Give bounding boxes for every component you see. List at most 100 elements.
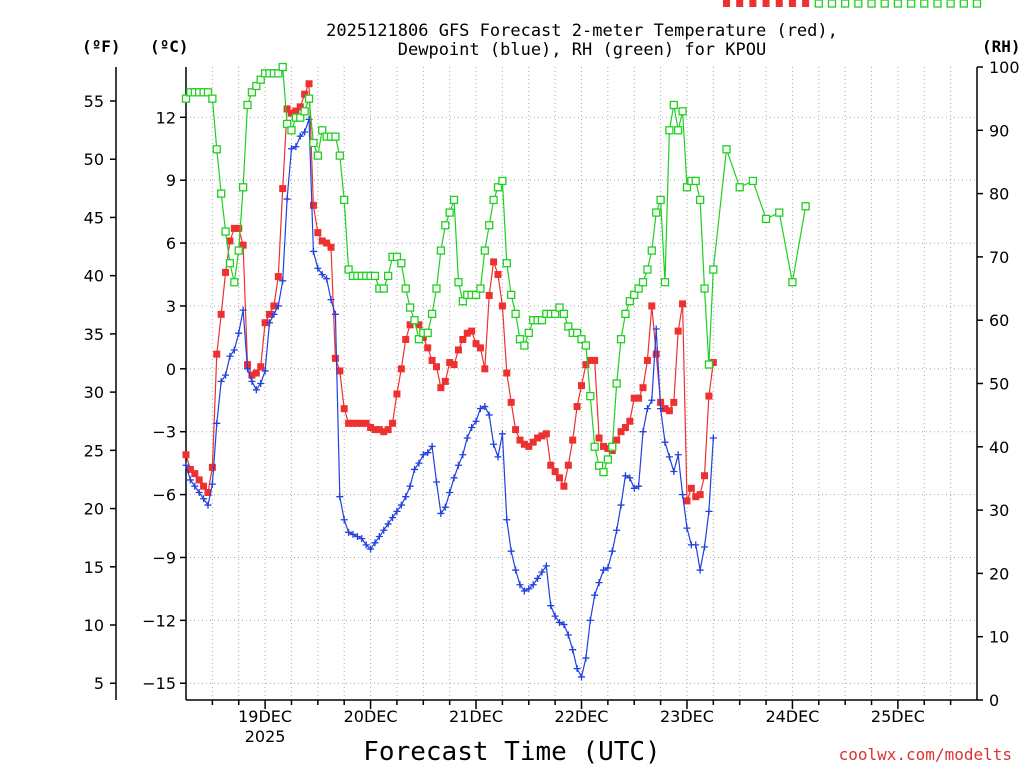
- dewpoint-point: [446, 488, 454, 496]
- title-line-1: 2025121806 GFS Forecast 2-meter Temperat…: [326, 21, 838, 41]
- temperature-point: [468, 327, 476, 335]
- temperature-point: [723, 0, 731, 7]
- rh-point: [480, 246, 489, 255]
- rh-point: [761, 214, 771, 224]
- dewpoint-point: [564, 631, 572, 639]
- temperature-point: [560, 482, 568, 490]
- rh-point: [217, 189, 226, 198]
- rh-point: [594, 461, 604, 470]
- temperature-point: [345, 419, 353, 427]
- rh-tick-label: 50: [989, 375, 1009, 394]
- temperature-point: [617, 428, 625, 436]
- rh-point: [854, 0, 863, 8]
- temperature-point: [525, 442, 533, 450]
- temperature-point: [476, 344, 484, 352]
- temperature-point: [279, 185, 287, 193]
- dewpoint-point: [701, 543, 709, 551]
- rh-point: [287, 126, 296, 135]
- gridlines: [186, 67, 977, 700]
- rh-point: [256, 75, 265, 84]
- dewpoint-point: [556, 618, 564, 626]
- dewpoint-point: [657, 405, 665, 413]
- rh-point: [814, 0, 823, 8]
- rh-point: [427, 309, 437, 319]
- temperature-point: [626, 417, 634, 425]
- temperature-point: [380, 428, 388, 436]
- rh-tick-label: 0: [989, 691, 999, 710]
- temperature-point: [613, 436, 621, 444]
- rh-point: [612, 379, 621, 388]
- temperature-point: [200, 482, 208, 490]
- rh-point: [410, 316, 419, 325]
- dewpoint-point: [406, 482, 414, 490]
- dewpoint-point: [476, 405, 484, 413]
- celsius-tick-label: 0: [166, 360, 176, 379]
- temperature-point: [252, 369, 260, 377]
- rh-point: [674, 126, 683, 135]
- dewpoint-point: [252, 386, 260, 394]
- dewpoint-point: [301, 128, 309, 136]
- rh-point: [775, 208, 784, 217]
- dewpoint-point: [679, 491, 687, 499]
- temperature-point: [226, 237, 234, 245]
- rh-point: [669, 100, 678, 110]
- fahrenheit-tick-label: 55: [84, 92, 104, 111]
- temperature-point: [604, 444, 612, 452]
- dewpoint-point: [195, 488, 203, 496]
- dewpoint-point: [318, 271, 326, 279]
- dewpoint-point: [222, 371, 230, 379]
- temperature-point: [503, 369, 511, 377]
- x-tick-label: 19DEC: [238, 707, 292, 726]
- dewpoint-point: [257, 380, 265, 387]
- rh-point: [335, 151, 344, 160]
- dewpoint-point: [661, 438, 669, 446]
- x-axis-title: Forecast Time (UTC): [363, 737, 660, 767]
- fahrenheit-unit-label: (ºF): [82, 37, 121, 56]
- dewpoint-point: [367, 545, 375, 553]
- temperature-point: [204, 488, 212, 496]
- rh-point: [704, 360, 714, 369]
- temperature-point: [569, 436, 577, 444]
- temperature-point: [538, 432, 546, 440]
- rh-point: [647, 246, 656, 255]
- temperature-point: [556, 474, 564, 482]
- rh-point: [502, 259, 511, 268]
- rh-point: [493, 183, 503, 192]
- fahrenheit-tick-label: 45: [84, 208, 104, 227]
- rh-point: [318, 126, 327, 135]
- rh-tick-label: 90: [989, 121, 1009, 140]
- rh-point: [476, 284, 485, 293]
- rh-point: [599, 467, 608, 477]
- dewpoint-point: [309, 247, 317, 255]
- temperature-point: [512, 426, 520, 434]
- dewpoint-point: [529, 581, 537, 589]
- temperature-point: [230, 224, 238, 232]
- rh-point: [696, 195, 705, 205]
- celsius-tick-label: 6: [166, 234, 176, 253]
- rh-point: [880, 0, 889, 8]
- temperature-point: [529, 438, 537, 446]
- temperature-point: [454, 346, 462, 354]
- dewpoint-point: [384, 520, 392, 528]
- dewpoint-point: [512, 566, 520, 574]
- temperature-point: [573, 403, 581, 411]
- rh-point: [489, 195, 498, 205]
- rh-point: [555, 303, 564, 312]
- temperature-point: [336, 367, 344, 375]
- temperature-point: [595, 434, 603, 442]
- rh-point: [278, 62, 287, 72]
- dewpoint-point: [419, 451, 427, 459]
- temperature-point: [674, 327, 682, 335]
- temperature-point: [358, 419, 366, 427]
- rh-point: [581, 341, 591, 350]
- dewpoint-point: [191, 482, 199, 490]
- temperature-point: [309, 201, 317, 209]
- rh-point: [445, 208, 454, 217]
- rh-point: [212, 145, 221, 154]
- dewpoint-point: [463, 434, 471, 442]
- fahrenheit-tick-label: 10: [84, 616, 104, 635]
- dewpoint-point: [459, 451, 467, 459]
- dewpoint-point: [375, 533, 383, 541]
- x-tick-label: 21DEC: [449, 707, 503, 726]
